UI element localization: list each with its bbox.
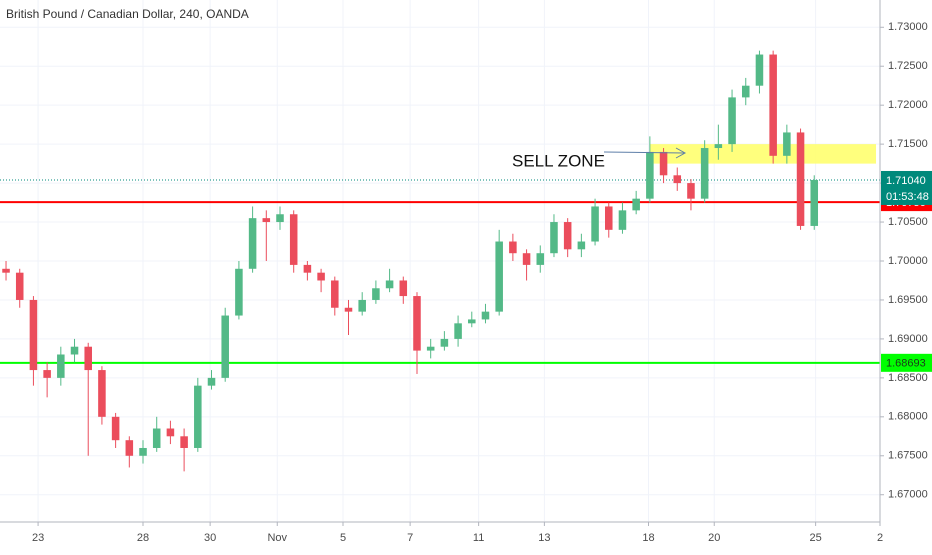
candle-body bbox=[769, 54, 777, 156]
chart-title: British Pound / Canadian Dollar, 240, OA… bbox=[6, 7, 249, 21]
candle-body bbox=[605, 206, 613, 230]
annotation-arrow bbox=[603, 147, 687, 159]
candle-body bbox=[563, 222, 572, 250]
candle-body bbox=[495, 241, 503, 312]
y-tick-label: 1.73000 bbox=[888, 21, 928, 33]
candle-body bbox=[262, 218, 271, 223]
y-tick-label: 1.68000 bbox=[888, 411, 928, 423]
candle-body bbox=[591, 206, 599, 242]
x-tick-label: 2 bbox=[877, 532, 883, 544]
candle-body bbox=[166, 428, 175, 437]
candle-body bbox=[810, 179, 819, 226]
candle-body bbox=[659, 151, 668, 176]
candle-body bbox=[755, 54, 764, 86]
level-label-box bbox=[881, 353, 932, 372]
candle-body bbox=[522, 253, 531, 265]
candle-body bbox=[29, 299, 38, 371]
candles bbox=[2, 50, 819, 472]
candle-body bbox=[399, 280, 408, 297]
candle-body bbox=[180, 436, 188, 448]
y-tick-label: 1.68500 bbox=[888, 372, 928, 384]
candle-body bbox=[344, 307, 353, 312]
y-tick-label: 1.67000 bbox=[888, 489, 928, 501]
candle-body bbox=[84, 346, 92, 371]
x-tick-label: 18 bbox=[642, 532, 654, 544]
y-tick-label: 1.72500 bbox=[888, 60, 928, 72]
x-tick-label: 28 bbox=[137, 532, 149, 544]
candle-body bbox=[331, 280, 339, 308]
candle-body bbox=[728, 97, 736, 145]
candle-body bbox=[783, 132, 791, 156]
candle-body bbox=[741, 85, 750, 98]
candle-body bbox=[796, 132, 805, 226]
candle-body bbox=[385, 280, 394, 289]
candle-body bbox=[618, 210, 627, 230]
levels bbox=[0, 179, 880, 364]
x-tick-label: 30 bbox=[204, 532, 216, 544]
y-tick-label: 1.69000 bbox=[888, 333, 928, 345]
candle-body bbox=[550, 222, 558, 254]
candle-body bbox=[646, 151, 654, 199]
x-tick-label: 20 bbox=[708, 532, 720, 544]
candle-body bbox=[248, 218, 257, 269]
candle-body bbox=[454, 323, 462, 339]
x-tick-label: 7 bbox=[407, 532, 413, 544]
y-tick-label: 1.72000 bbox=[888, 99, 928, 111]
candle-body bbox=[111, 416, 120, 441]
candle-body bbox=[43, 370, 51, 378]
y-tick-label: 1.71500 bbox=[888, 138, 928, 150]
y-tick-label: 1.70000 bbox=[888, 255, 928, 267]
candle-body bbox=[440, 338, 449, 347]
arrow-head bbox=[675, 147, 687, 159]
candle-body bbox=[152, 428, 161, 448]
x-tick-label: 23 bbox=[32, 532, 44, 544]
candle-body bbox=[700, 148, 709, 199]
candle-body bbox=[207, 377, 216, 386]
candle-body bbox=[276, 214, 284, 223]
candle-body bbox=[2, 268, 10, 273]
level-label: 1.68693 bbox=[886, 358, 926, 370]
y-tick-label: 1.69500 bbox=[888, 294, 928, 306]
candle-body bbox=[303, 264, 312, 273]
candle-body bbox=[687, 183, 695, 199]
candle-body bbox=[317, 272, 325, 281]
candle-body bbox=[536, 253, 545, 265]
candle-body bbox=[468, 319, 476, 324]
x-tick-label: 5 bbox=[340, 532, 346, 544]
candle-body bbox=[481, 311, 490, 320]
x-tick-label: 11 bbox=[473, 532, 484, 544]
candle-body bbox=[98, 370, 106, 417]
y-tick-label: 1.67500 bbox=[888, 450, 928, 462]
arrow-line bbox=[603, 151, 685, 154]
candle-body bbox=[235, 268, 243, 316]
candle-body bbox=[714, 144, 723, 149]
x-tick-label: Nov bbox=[267, 532, 287, 544]
candle-body bbox=[509, 241, 517, 254]
candle-body bbox=[194, 385, 202, 448]
countdown-label: 01:53:48 bbox=[886, 191, 929, 203]
y-tick-label: 1.70500 bbox=[888, 216, 928, 228]
axis: 1.67000 1.67500 1.68000 1.68500 1.69000 1.695… bbox=[32, 21, 932, 544]
candle-body bbox=[15, 272, 24, 300]
last-price-label: 1.71040 bbox=[886, 175, 926, 187]
x-tick-label: 25 bbox=[809, 532, 821, 544]
last-price-box bbox=[881, 170, 932, 205]
candle-body bbox=[632, 198, 640, 211]
candle-body bbox=[426, 346, 435, 351]
x-tick-label: 13 bbox=[538, 532, 550, 544]
candle-body bbox=[125, 440, 134, 456]
candle-body bbox=[70, 346, 79, 355]
candle-body bbox=[139, 447, 147, 456]
candle-body bbox=[289, 214, 298, 265]
annotation: SELL ZONE bbox=[512, 151, 605, 170]
candle-body bbox=[57, 354, 65, 378]
candle-body bbox=[413, 296, 421, 351]
candle-body bbox=[577, 241, 586, 250]
candle-body bbox=[221, 315, 229, 378]
candle-body bbox=[372, 288, 380, 300]
candle-body bbox=[673, 175, 682, 184]
candle-body bbox=[358, 299, 366, 312]
